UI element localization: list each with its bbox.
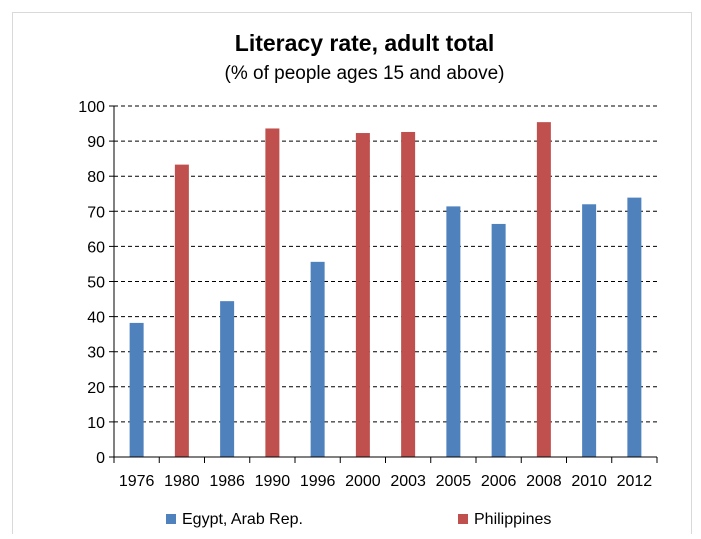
y-tick-label: 80 <box>87 169 105 186</box>
bar-philippines-2008 <box>536 122 551 457</box>
x-axis-ticks: 1976 1980 1986 1990 1996 2000 2003 2005 2006 2008… <box>113 457 658 490</box>
x-tick-label: 2008 <box>526 473 562 490</box>
y-tick-label: 10 <box>87 415 105 432</box>
x-tick-label: 2012 <box>617 473 653 490</box>
legend-label-egypt: Egypt, Arab Rep. <box>182 511 303 528</box>
y-tick-label: 90 <box>87 134 105 151</box>
axes <box>113 106 657 458</box>
y-axis-ticks: 0 10 20 30 40 50 60 70 80 90 100 <box>78 99 114 467</box>
x-tick-label: 2000 <box>345 473 381 490</box>
y-tick-label: 100 <box>78 99 105 116</box>
y-tick-label: 20 <box>87 380 105 397</box>
x-tick-label: 2005 <box>436 473 472 490</box>
x-tick-label: 1990 <box>255 473 291 490</box>
y-tick-label: 40 <box>87 310 105 327</box>
chart-title: Literacy rate, adult total <box>234 30 495 56</box>
bar-egypt-1986 <box>220 301 235 457</box>
x-tick-label: 1976 <box>119 473 155 490</box>
chart-subtitle: (% of people ages 15 and above) <box>224 63 505 84</box>
y-tick-label: 30 <box>87 345 105 362</box>
y-tick-label: 0 <box>96 450 105 467</box>
bar-egypt-1976 <box>129 322 144 457</box>
x-tick-label: 2003 <box>390 473 426 490</box>
bars <box>129 122 642 458</box>
bar-egypt-2006 <box>491 223 506 457</box>
x-tick-label: 2006 <box>481 473 517 490</box>
bar-philippines-1980 <box>174 164 189 457</box>
legend-swatch-philippines <box>458 514 468 524</box>
y-tick-label: 50 <box>87 275 105 292</box>
bar-egypt-2005 <box>446 206 461 457</box>
bar-egypt-1996 <box>310 261 325 457</box>
x-tick-label: 1980 <box>164 473 200 490</box>
bar-philippines-2000 <box>355 133 370 458</box>
legend: Egypt, Arab Rep. Philippines <box>166 511 551 528</box>
x-tick-label: 1986 <box>209 473 245 490</box>
bar-egypt-2012 <box>627 197 642 457</box>
bar-philippines-1990 <box>265 128 280 458</box>
bar-philippines-2003 <box>401 131 416 457</box>
legend-swatch-egypt <box>166 514 176 524</box>
gridlines <box>114 105 657 423</box>
x-tick-label: 2010 <box>571 473 607 490</box>
y-tick-label: 70 <box>87 204 105 221</box>
chart-frame <box>12 12 692 534</box>
x-tick-label: 1996 <box>300 473 336 490</box>
y-tick-label: 60 <box>87 239 105 256</box>
legend-label-philippines: Philippines <box>474 511 551 528</box>
bar-egypt-2010 <box>582 204 597 457</box>
